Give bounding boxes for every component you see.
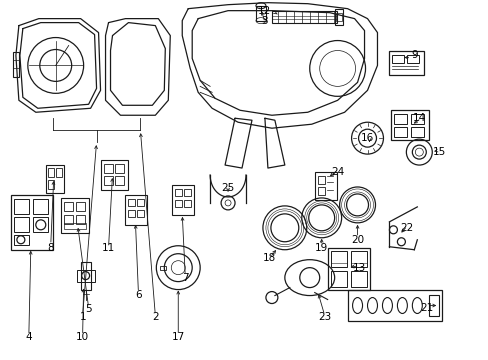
Text: 15: 15 — [432, 147, 445, 157]
Text: 8: 8 — [47, 243, 54, 253]
Bar — [137, 199, 144, 206]
Bar — [255, 6, 265, 21]
Text: 10: 10 — [76, 332, 89, 342]
Bar — [388, 50, 424, 75]
Bar — [14, 217, 29, 232]
Text: 9: 9 — [410, 50, 417, 60]
Bar — [48, 180, 54, 189]
Text: 4: 4 — [25, 332, 32, 342]
Bar — [115, 176, 124, 185]
Bar — [317, 176, 324, 184]
Text: 1: 1 — [79, 312, 86, 323]
Bar — [271, 11, 336, 23]
Text: 12: 12 — [258, 6, 271, 15]
Bar — [56, 168, 61, 177]
Bar — [350, 251, 366, 267]
Text: 11: 11 — [102, 243, 115, 253]
Text: 13: 13 — [352, 263, 366, 273]
Bar — [390, 110, 428, 140]
Bar — [410, 114, 424, 124]
Bar — [394, 127, 407, 137]
Bar — [394, 114, 407, 124]
Bar — [125, 195, 147, 225]
Bar — [33, 217, 48, 232]
Text: 6: 6 — [135, 289, 142, 300]
Bar — [314, 172, 336, 200]
Bar — [11, 195, 53, 250]
Bar — [63, 215, 73, 224]
Bar — [175, 200, 182, 207]
Bar — [335, 13, 341, 21]
Bar — [334, 9, 342, 24]
Bar — [327, 248, 369, 289]
Bar — [350, 271, 366, 287]
Bar — [172, 185, 194, 215]
Text: 5: 5 — [85, 305, 92, 315]
Bar — [48, 168, 54, 177]
Bar — [317, 187, 324, 195]
Bar — [33, 199, 48, 214]
Text: 18: 18 — [263, 253, 276, 263]
Bar — [330, 271, 346, 287]
Bar — [14, 199, 29, 214]
Text: 23: 23 — [317, 312, 331, 323]
Bar — [103, 176, 112, 185]
Bar — [77, 270, 94, 282]
Text: 2: 2 — [152, 312, 158, 323]
Text: 19: 19 — [314, 243, 327, 253]
Bar — [137, 210, 144, 217]
Bar — [76, 215, 84, 224]
Text: 25: 25 — [221, 183, 234, 193]
Bar — [101, 160, 128, 190]
Bar — [14, 235, 29, 245]
Bar — [428, 294, 438, 316]
Bar — [115, 164, 124, 173]
Text: 3: 3 — [261, 15, 268, 26]
Bar — [184, 200, 191, 207]
Bar — [63, 223, 85, 229]
Text: 17: 17 — [171, 332, 184, 342]
Text: 14: 14 — [412, 113, 425, 123]
Bar — [184, 189, 191, 196]
Bar — [410, 127, 424, 137]
Bar — [63, 202, 73, 211]
Bar — [330, 251, 346, 267]
Bar — [128, 199, 135, 206]
Text: 22: 22 — [400, 223, 413, 233]
Bar — [76, 202, 84, 211]
Text: 24: 24 — [330, 167, 344, 177]
Text: 7: 7 — [182, 273, 188, 283]
Bar — [392, 55, 404, 63]
Bar — [128, 210, 135, 217]
Bar — [407, 55, 419, 63]
Bar — [81, 262, 90, 289]
Bar — [46, 165, 63, 193]
Text: 20: 20 — [350, 235, 364, 245]
Bar — [175, 189, 182, 196]
Bar — [61, 198, 88, 233]
Bar — [103, 164, 112, 173]
Text: 21: 21 — [420, 302, 433, 312]
Bar — [347, 289, 441, 321]
Bar — [13, 53, 19, 77]
Text: 16: 16 — [360, 133, 373, 143]
Bar — [160, 266, 166, 270]
